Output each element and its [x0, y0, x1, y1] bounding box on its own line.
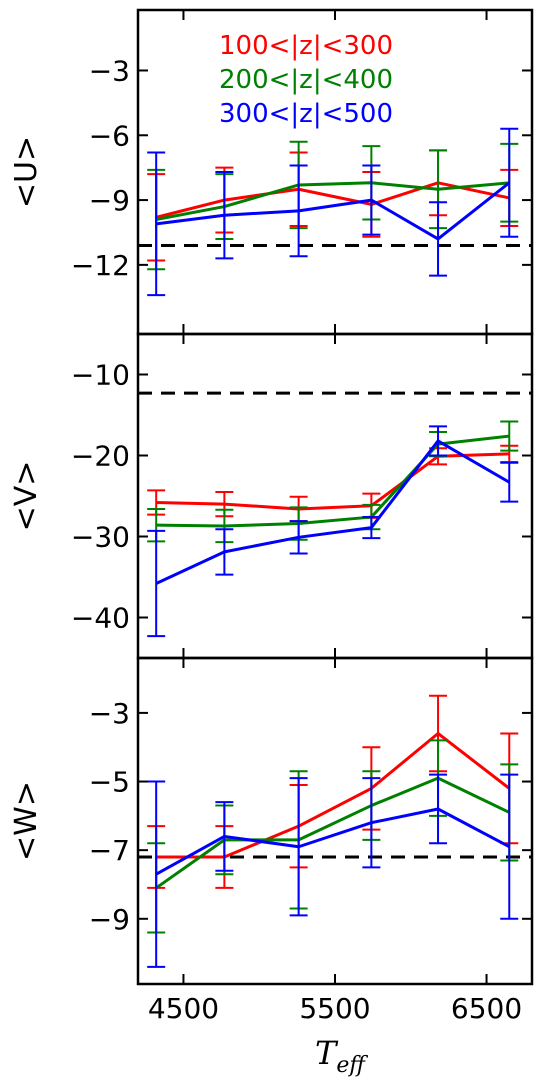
y-tick-label: −5 [89, 766, 130, 799]
y-axis-label: <V> [9, 461, 44, 532]
series-line [156, 452, 510, 511]
series-2 [147, 420, 519, 544]
legend-entry: 200<|z|<400 [219, 65, 393, 95]
series-line [155, 181, 511, 241]
x-axis-label-sub: eff [336, 1053, 368, 1078]
x-axis-label: Teff [315, 1034, 368, 1078]
y-tick-label: −10 [71, 359, 130, 392]
series-3 [147, 425, 519, 638]
y-tick-label: −9 [89, 184, 130, 217]
x-axis-label-main: T [315, 1034, 339, 1072]
y-tick-label: −7 [89, 834, 130, 867]
panel-3: −9 −7 −5 −3 4500 5500 6500 <W> [9, 656, 534, 1025]
x-tick-label: 6500 [451, 992, 522, 1025]
y-axis-label: <W> [9, 781, 44, 861]
panel-content [138, 127, 532, 297]
panel-content [138, 694, 532, 968]
y-tick-label: −30 [71, 521, 130, 554]
series-line [155, 807, 510, 876]
panel-2: −40 −30 −20 −10 <V> [9, 332, 534, 660]
y-tick-label: −12 [71, 249, 130, 282]
y-tick-label: −9 [89, 903, 130, 936]
y-axis-label: <U> [9, 136, 44, 208]
y-tick-label: −3 [89, 697, 130, 730]
y-tick-label: −6 [89, 119, 130, 152]
series-line [155, 181, 510, 221]
legend-entry: 100<|z|<300 [219, 31, 393, 61]
panel-frame [136, 332, 534, 660]
legend: 100<|z|<300 200<|z|<400 300<|z|<500 [219, 31, 393, 129]
legend-entry: 300<|z|<500 [219, 99, 393, 129]
y-tick-label: −20 [71, 440, 130, 473]
y-tick-label: −40 [71, 602, 130, 635]
x-tick-label: 4500 [148, 992, 219, 1025]
series-3 [147, 127, 519, 297]
panel-frame [136, 656, 534, 986]
series-line [155, 439, 511, 585]
y-tick-label: −3 [89, 54, 130, 87]
x-tick-label: 5500 [299, 992, 370, 1025]
panel-1: −12 −9 −6 −3 <U> [9, 8, 534, 336]
series-line [156, 731, 511, 859]
series-3 [147, 773, 519, 968]
panel-content [138, 391, 532, 638]
series-1 [147, 444, 519, 523]
series-1 [147, 694, 519, 889]
series-line [155, 776, 510, 890]
series-line [156, 434, 510, 528]
series-line [155, 181, 510, 219]
